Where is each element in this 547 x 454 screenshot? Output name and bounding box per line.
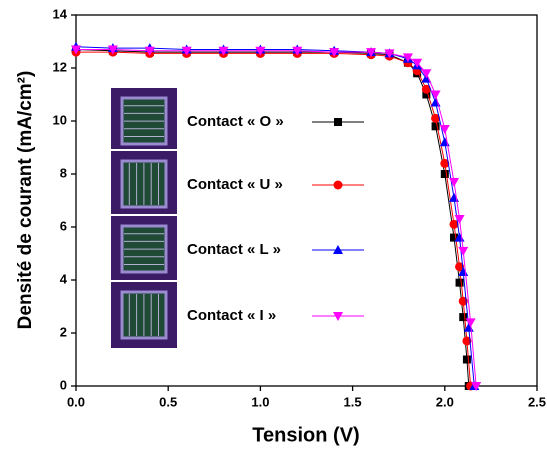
marker [465,318,476,328]
marker [255,46,266,56]
marker [421,84,431,94]
y-tick-label: 14 [53,6,68,21]
legend-label: Contact « L » [187,241,281,258]
marker [450,233,459,242]
marker [144,46,155,56]
marker [292,46,303,56]
marker [431,122,440,131]
x-axis-title: Tension (V) [252,424,359,446]
marker [439,124,450,134]
marker [430,90,441,100]
marker [459,313,468,322]
marker [421,69,432,79]
marker [422,90,431,99]
marker [449,192,460,202]
y-tick-label: 8 [60,165,67,180]
marker [455,262,465,272]
y-tick-label: 2 [60,324,67,339]
marker [440,170,449,178]
legend-marker [334,118,342,126]
plot-frame [75,14,538,387]
x-tick-label: 2.5 [528,394,546,409]
marker [181,46,192,56]
marker [462,336,472,346]
marker [329,48,340,58]
legend-marker [333,180,343,190]
series-line [76,51,472,387]
y-axis-title: Densité de courant (mA/cm²) [15,71,36,330]
y-tick-label: 4 [60,271,68,286]
marker [412,58,423,68]
marker [455,278,464,287]
marker [449,177,460,187]
marker [384,49,395,59]
x-tick-label: 0.0 [67,394,85,409]
legend-label: Contact « I » [187,307,276,324]
series-line [75,46,475,387]
marker [107,45,118,55]
marker [431,113,441,123]
y-tick-label: 12 [53,59,67,74]
legend-label: Contact « O » [187,113,284,130]
y-tick-label: 6 [60,218,67,233]
marker [458,246,469,256]
x-tick-label: 1.5 [344,394,362,409]
marker [471,382,482,391]
legend-marker [333,312,343,321]
marker [366,48,377,58]
marker [462,355,471,364]
legend-label: Contact « U » [187,176,283,193]
marker [440,158,450,168]
y-tick-label: 10 [53,112,67,127]
y-tick-label: 0 [60,377,67,392]
x-tick-label: 1.0 [251,394,269,409]
marker [449,219,459,229]
marker [218,46,229,56]
legend-marker [333,245,343,254]
x-tick-label: 0.5 [159,394,177,409]
series-line [75,48,470,387]
marker [439,137,450,147]
x-tick-label: 2.0 [436,394,454,409]
marker [454,215,465,225]
series-line [76,48,477,387]
marker [71,45,81,55]
marker [402,53,413,63]
